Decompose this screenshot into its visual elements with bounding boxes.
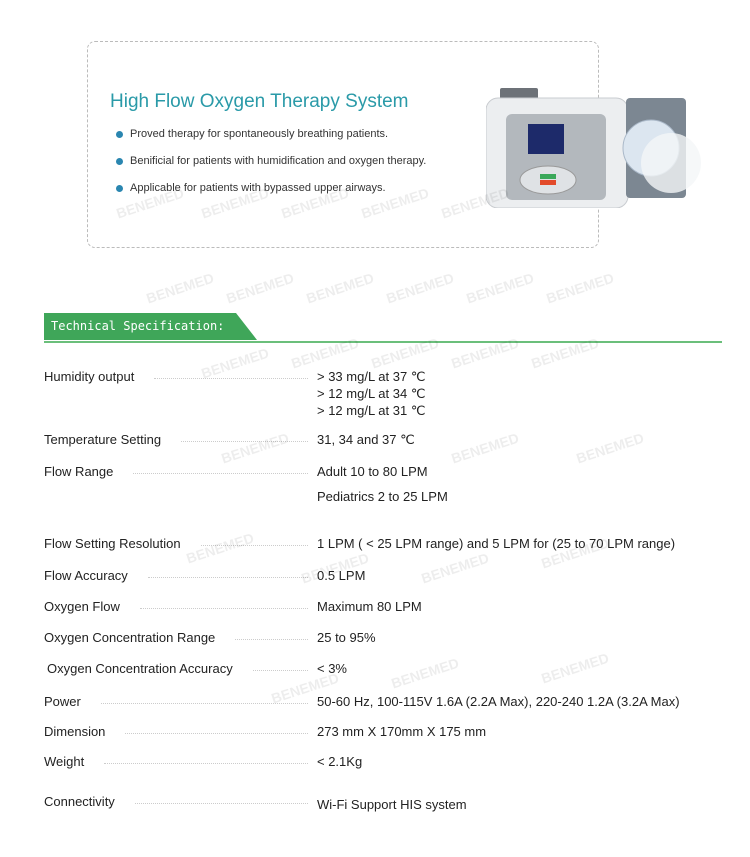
spec-value: Adult 10 to 80 LPM	[317, 464, 428, 479]
spec-label: Temperature Setting	[44, 432, 162, 447]
leader-line	[140, 608, 308, 609]
watermark: BENEMED	[219, 429, 291, 467]
bullet-dot-icon	[116, 130, 123, 138]
spec-label: Oxygen Concentration Accuracy	[47, 661, 233, 676]
watermark: BENEMED	[144, 269, 216, 307]
spec-value: 273 mm X 170mm X 175 mm	[317, 724, 487, 739]
leader-line	[148, 577, 308, 578]
leader-line	[101, 703, 308, 704]
spec-label: Connectivity	[44, 794, 115, 809]
leader-line	[135, 803, 308, 804]
device-image	[486, 88, 701, 208]
bullet-item: Applicable for patients with bypassed up…	[116, 182, 386, 194]
spec-divider	[44, 341, 722, 343]
spec-label: Humidity output	[44, 369, 135, 384]
watermark: BENEMED	[184, 529, 256, 567]
bullet-dot-icon	[116, 184, 123, 192]
bullet-dot-icon	[116, 157, 123, 165]
leader-line	[201, 545, 308, 546]
watermark: BENEMED	[574, 429, 646, 467]
watermark: BENEMED	[544, 269, 616, 307]
watermark: BENEMED	[384, 269, 456, 307]
spec-value: 25 to 95%	[317, 630, 376, 645]
watermark: BENEMED	[224, 269, 296, 307]
spec-value: Maximum 80 LPM	[317, 599, 422, 614]
spec-value: > 12 mg/L at 31 ℃	[317, 403, 426, 418]
spec-label: Flow Range	[44, 464, 114, 479]
watermark: BENEMED	[464, 269, 536, 307]
leader-line	[181, 441, 308, 442]
spec-value: < 2.1Kg	[317, 754, 363, 769]
spec-heading: Technical Specification:	[44, 313, 257, 340]
watermark: BENEMED	[199, 344, 271, 382]
leader-line	[235, 639, 308, 640]
spec-label: Weight	[44, 754, 85, 769]
spec-label: Oxygen Flow	[44, 599, 120, 614]
leader-line	[104, 763, 308, 764]
spec-value: 0.5 LPM	[317, 568, 366, 583]
spec-value: Pediatrics 2 to 25 LPM	[317, 489, 448, 504]
spec-value: 31, 34 and 37 ℃	[317, 432, 415, 447]
leader-line	[253, 670, 308, 671]
spec-value: < 3%	[317, 661, 347, 676]
watermark: BENEMED	[539, 649, 611, 687]
spec-label: Power	[44, 694, 81, 709]
spec-value: Wi-Fi Support HIS system	[317, 797, 467, 812]
spec-label: Flow Accuracy	[44, 568, 128, 583]
spec-value: 1 LPM ( < 25 LPM range) and 5 LPM for (2…	[317, 536, 676, 551]
spec-value: > 12 mg/L at 34 ℃	[317, 386, 426, 401]
bullet-item: Benificial for patients with humidificat…	[116, 155, 426, 167]
product-title: High Flow Oxygen Therapy System	[110, 91, 409, 112]
spec-label: Dimension	[44, 724, 106, 739]
bullet-item: Proved therapy for spontaneously breathi…	[116, 128, 388, 140]
spec-value: 50-60 Hz, 100-115V 1.6A (2.2A Max), 220-…	[317, 694, 680, 709]
watermark: BENEMED	[449, 429, 521, 467]
spec-label: Oxygen Concentration Range	[44, 630, 216, 645]
watermark: BENEMED	[389, 654, 461, 692]
leader-line	[125, 733, 308, 734]
watermark: BENEMED	[304, 269, 376, 307]
spec-label: Flow Setting Resolution	[44, 536, 181, 551]
watermark: BENEMED	[419, 549, 491, 587]
spec-value: > 33 mg/L at 37 ℃	[317, 369, 426, 384]
leader-line	[154, 378, 308, 379]
leader-line	[133, 473, 308, 474]
